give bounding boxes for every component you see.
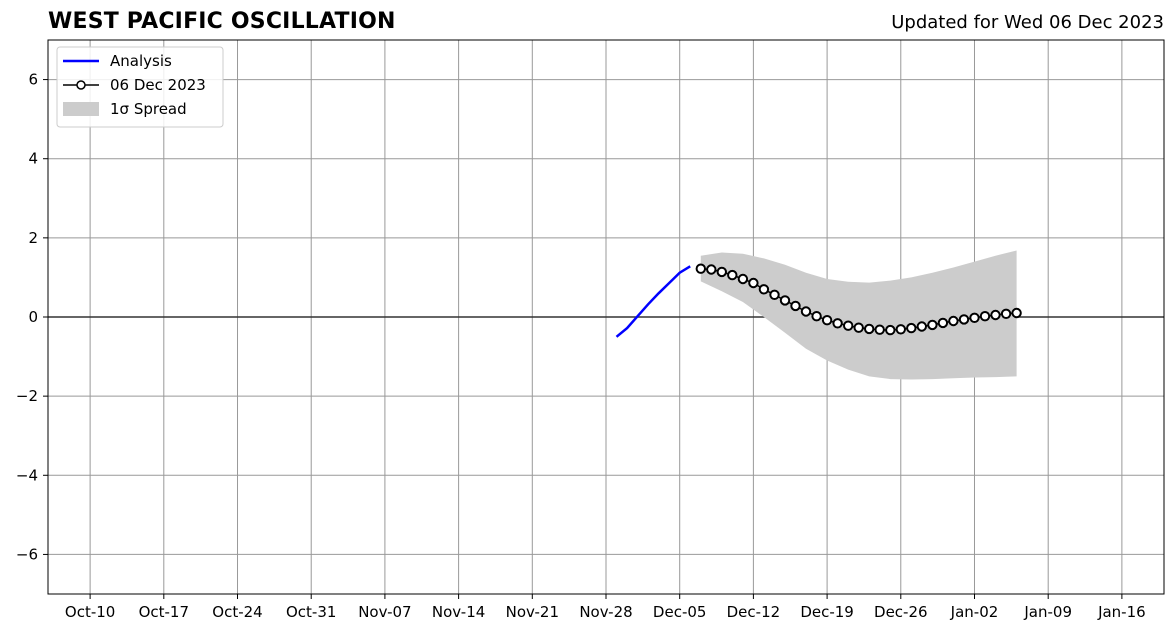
legend-swatch-forecast-marker [76, 80, 86, 90]
y-tick-label: 0 [28, 308, 38, 326]
forecast-point [790, 300, 801, 312]
forecast-point [895, 324, 906, 335]
y-tick-label: −4 [16, 466, 38, 484]
y-tick-label: −6 [16, 545, 38, 563]
legend-swatch-spread [63, 102, 99, 116]
forecast-point [811, 311, 822, 322]
forecast-point [990, 309, 1001, 321]
forecast-point [969, 312, 980, 323]
forecast-point [906, 322, 917, 334]
forecast-point [821, 315, 833, 326]
forecast-point [727, 269, 738, 281]
forecast-point [979, 311, 991, 322]
forecast-point [832, 318, 843, 329]
x-tick-label: Dec-26 [874, 603, 928, 621]
y-tick-label: 2 [28, 229, 38, 247]
forecast-point [800, 306, 812, 317]
forecast-point [769, 289, 780, 300]
forecast-point [937, 317, 949, 329]
x-tick-label: Nov-21 [506, 603, 559, 621]
chart-title: WEST PACIFIC OSCILLATION [48, 9, 396, 34]
forecast-point [1000, 308, 1012, 319]
x-tick-label: Oct-24 [212, 603, 262, 621]
forecast-point [758, 284, 770, 295]
x-tick-label: Oct-17 [139, 603, 189, 621]
x-tick-label: Oct-31 [286, 603, 336, 621]
forecast-point [853, 322, 864, 333]
y-tick-label: −2 [16, 387, 38, 405]
updated-label: Updated for Wed 06 Dec 2023 [891, 12, 1164, 33]
forecast-point [779, 295, 791, 306]
forecast-point [706, 264, 717, 275]
forecast-point [927, 319, 938, 331]
x-tick-label: Jan-16 [1097, 603, 1146, 621]
forecast-point [874, 324, 885, 335]
forecast-point [695, 263, 706, 274]
x-tick-label: Nov-14 [432, 603, 485, 621]
forecast-point [1011, 307, 1022, 319]
legend-label: 06 Dec 2023 [110, 76, 206, 94]
legend-label: Analysis [110, 52, 172, 70]
x-tick-label: Dec-12 [727, 603, 781, 621]
forecast-point [885, 324, 896, 336]
forecast-point [716, 266, 727, 278]
x-tick-label: Oct-10 [65, 603, 115, 621]
y-tick-label: 4 [28, 150, 38, 168]
x-tick-label: Nov-28 [579, 603, 632, 621]
forecast-point [916, 321, 927, 332]
forecast-point [748, 277, 759, 289]
analysis-line [615, 265, 691, 338]
forecast-point [843, 320, 854, 331]
x-tick-label: Nov-07 [358, 603, 411, 621]
spread-band [700, 250, 1017, 380]
forecast-point [948, 315, 959, 327]
forecast-point [958, 314, 970, 325]
forecast-point [864, 323, 875, 335]
forecast-point [737, 273, 749, 285]
legend-label: 1σ Spread [110, 100, 187, 118]
x-tick-label: Dec-05 [653, 603, 707, 621]
x-tick-label: Dec-19 [800, 603, 854, 621]
x-tick-label: Jan-02 [950, 603, 999, 621]
y-tick-label: 6 [28, 71, 38, 89]
x-tick-label: Jan-09 [1023, 603, 1072, 621]
